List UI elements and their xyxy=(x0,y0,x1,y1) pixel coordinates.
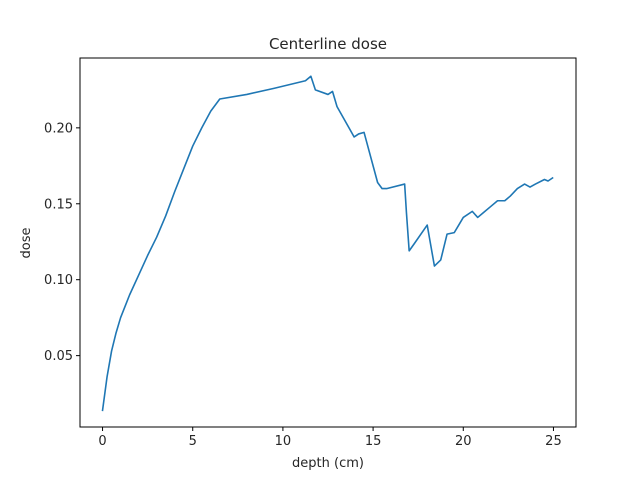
x-tick-label: 0 xyxy=(98,434,106,449)
x-axis-label: depth (cm) xyxy=(292,456,364,471)
y-tick-label: 0.10 xyxy=(44,273,73,288)
x-tick-label: 20 xyxy=(455,434,472,449)
plot-area: 0 5 10 15 20 25 0.05 0.10 0.15 0.20 xyxy=(44,57,577,449)
x-tick-label: 25 xyxy=(545,434,562,449)
x-tick-label: 15 xyxy=(365,434,382,449)
y-tick-label: 0.15 xyxy=(44,197,73,212)
y-axis-label: dose xyxy=(19,228,34,259)
chart-title: Centerline dose xyxy=(269,35,387,53)
x-tick-label: 10 xyxy=(275,434,292,449)
y-tick-label: 0.05 xyxy=(44,349,73,364)
series-line-0 xyxy=(101,75,554,412)
axes-frame xyxy=(79,57,577,428)
x-tick-label: 5 xyxy=(189,434,197,449)
y-tick-label: 0.20 xyxy=(44,121,73,136)
